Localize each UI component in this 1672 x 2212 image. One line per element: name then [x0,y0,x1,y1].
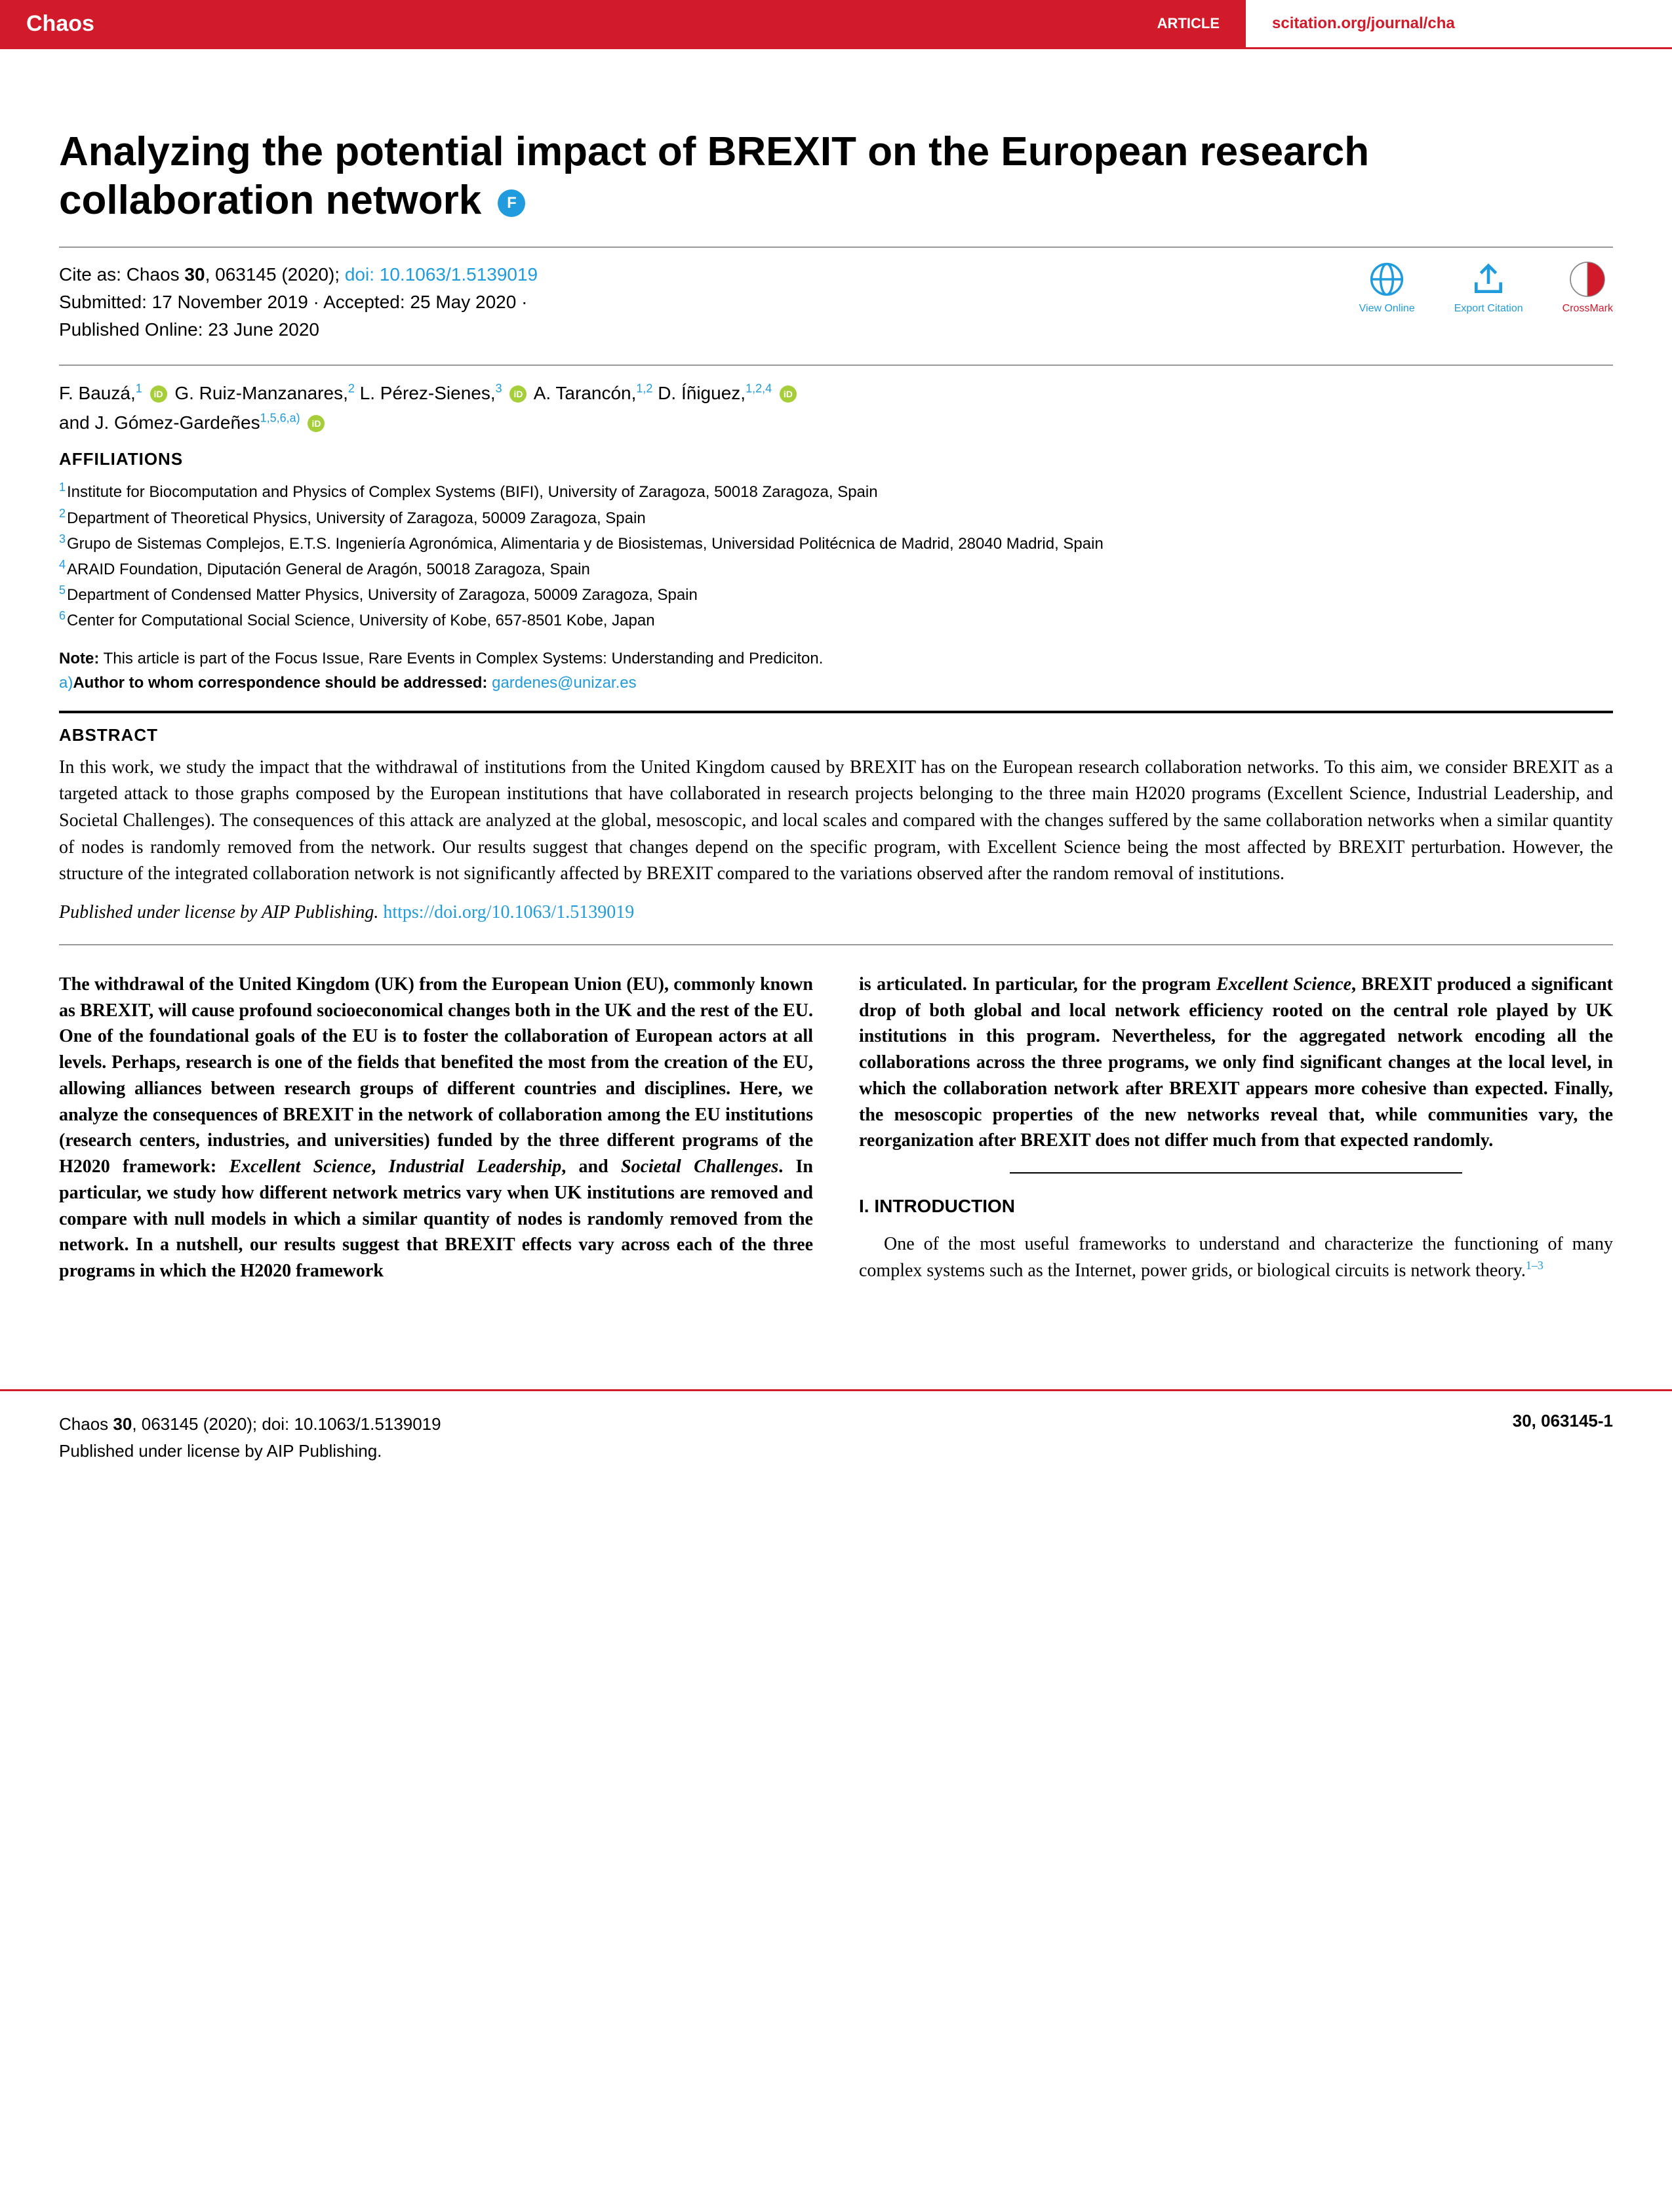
footer-left: Chaos 30, 063145 (2020); doi: 10.1063/1.… [59,1411,441,1465]
program-name: Societal Challenges [621,1156,778,1177]
lead-text: , BREXIT produced a significant drop of … [859,974,1613,1151]
divider [59,711,1613,713]
aff-num: 4 [59,558,66,571]
crossmark-label: CrossMark [1563,303,1613,315]
footer-volume: 30 [113,1414,132,1434]
page-footer: Chaos 30, 063145 (2020); doi: 10.1063/1.… [0,1389,1672,1505]
cite-volume: 30 [184,264,205,285]
crossmark-button[interactable]: CrossMark [1563,261,1613,315]
body-columns: The withdrawal of the United Kingdom (UK… [59,972,1613,1284]
published-date: Published Online: 23 June 2020 [59,316,538,344]
divider [1010,1172,1462,1174]
citation-row: Cite as: Chaos 30, 063145 (2020); doi: 1… [59,261,1613,344]
note-label: Note: [59,650,99,667]
program-name: Excellent Science [1216,974,1351,995]
cite-as: Cite as: Chaos [59,264,184,285]
crossmark-icon [1569,261,1606,298]
note-text: This article is part of the Focus Issue,… [99,650,823,667]
divider [59,365,1613,366]
journal-name: Chaos [0,0,1082,47]
program-name: Industrial Leadership [389,1156,562,1177]
corr-email[interactable]: gardenes@unizar.es [492,674,637,692]
export-label: Export Citation [1454,303,1523,315]
journal-url[interactable]: scitation.org/journal/cha [1246,0,1672,47]
aff-num: 5 [59,583,66,597]
lead-text: is articulated. In particular, for the p… [859,974,1216,995]
affiliation: Grupo de Sistemas Complejos, E.T.S. Inge… [67,535,1104,553]
action-icons: View Online Export Citation CrossMark [1359,261,1613,315]
aff-num: 2 [59,507,66,520]
license-link[interactable]: https://doi.org/10.1063/1.5139019 [383,902,634,922]
divider [59,247,1613,248]
featured-badge: F [498,189,525,217]
affil-sup: 1,5,6,a) [260,411,300,424]
affil-sup: 1,2 [636,382,652,395]
author: F. Bauzá, [59,383,136,403]
affiliation: Center for Computational Social Science,… [67,612,655,629]
submitted-date: Submitted: 17 November 2019 · Accepted: … [59,288,538,316]
affiliation: ARAID Foundation, Diputación General de … [67,561,590,578]
affiliations-heading: AFFILIATIONS [59,449,1613,469]
aff-num: 3 [59,532,66,545]
intro-text: One of the most useful frameworks to und… [859,1234,1613,1280]
lead-text: , and [561,1156,621,1177]
abstract-text: In this work, we study the impact that t… [59,755,1613,888]
footer-cite: Chaos [59,1414,113,1434]
affil-sup: 1 [136,382,142,395]
affil-sup: 3 [496,382,502,395]
aff-num: 6 [59,609,66,622]
lead-text: The withdrawal of the United Kingdom (UK… [59,974,813,1177]
header-bar: Chaos ARTICLE scitation.org/journal/cha [0,0,1672,49]
author-and: and [59,412,95,433]
citation-info: Cite as: Chaos 30, 063145 (2020); doi: 1… [59,261,538,344]
abstract-heading: ABSTRACT [59,725,1613,745]
author: J. Gómez-Gardeñes [95,412,260,433]
corr-marker: a) [59,674,73,692]
lead-paragraph: The withdrawal of the United Kingdom (UK… [59,972,813,1284]
affiliation: Institute for Biocomputation and Physics… [67,483,878,501]
corr-author-label: Author to whom correspondence should be … [73,674,492,692]
export-citation-button[interactable]: Export Citation [1454,261,1523,315]
footer-cite: , 063145 (2020); doi: 10.1063/1.5139019 [132,1414,441,1434]
author: D. Íñiguez, [658,383,746,403]
lead-paragraph: is articulated. In particular, for the p… [859,972,1613,1154]
authors-list: F. Bauzá,1 G. Ruiz-Manzanares,2 L. Pérez… [59,379,1613,438]
article-type: ARTICLE [1082,0,1246,47]
orcid-icon[interactable] [308,415,325,432]
author: A. Tarancón, [534,383,637,403]
aff-num: 1 [59,481,66,494]
view-online-button[interactable]: View Online [1359,261,1415,315]
cite-pages: , 063145 (2020); [205,264,345,285]
license-label: Published under license by AIP Publishin… [59,902,383,922]
author: L. Pérez-Sienes, [360,383,496,403]
globe-icon [1368,261,1405,298]
note-block: Note: This article is part of the Focus … [59,646,1613,695]
program-name: Excellent Science [229,1156,371,1177]
left-column: The withdrawal of the United Kingdom (UK… [59,972,813,1284]
intro-paragraph: One of the most useful frameworks to und… [859,1231,1613,1284]
license-text: Published under license by AIP Publishin… [59,902,1613,923]
article-title: Analyzing the potential impact of BREXIT… [59,128,1613,226]
doi-link[interactable]: doi: 10.1063/1.5139019 [345,264,538,285]
affiliations-list: 1Institute for Biocomputation and Physic… [59,479,1613,633]
right-column: is articulated. In particular, for the p… [859,972,1613,1284]
page-number: 30, 063145-1 [1513,1411,1613,1465]
author: G. Ruiz-Manzanares, [174,383,348,403]
orcid-icon[interactable] [150,385,167,403]
export-icon [1470,261,1507,298]
orcid-icon[interactable] [509,385,527,403]
footer-license: Published under license by AIP Publishin… [59,1438,441,1465]
view-online-label: View Online [1359,303,1415,315]
orcid-icon[interactable] [780,385,797,403]
divider [59,944,1613,945]
affiliation: Department of Condensed Matter Physics, … [67,586,698,604]
reference-sup[interactable]: 1–3 [1526,1259,1543,1272]
affiliation: Department of Theoretical Physics, Unive… [67,509,646,527]
affil-sup: 2 [348,382,355,395]
affil-sup: 1,2,4 [746,382,772,395]
content-area: Analyzing the potential impact of BREXIT… [0,49,1672,1311]
title-text: Analyzing the potential impact of BREXIT… [59,129,1369,223]
section-title: I. INTRODUCTION [859,1193,1613,1219]
